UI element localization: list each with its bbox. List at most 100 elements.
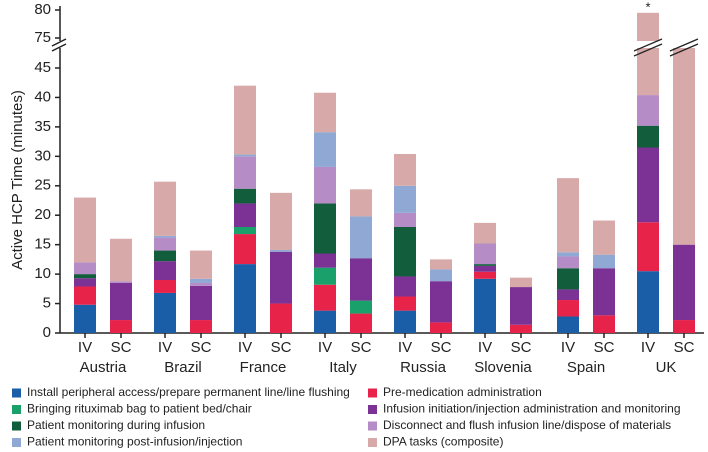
y-tick-label: 5 xyxy=(43,295,51,312)
bar-segment xyxy=(474,265,496,272)
x-tick-label: IV xyxy=(238,339,252,356)
bar-segment xyxy=(234,188,256,204)
bar-segment xyxy=(314,132,336,167)
x-tick-label: SC xyxy=(191,339,212,356)
x-tick-label: IV xyxy=(78,339,92,356)
bar-segment xyxy=(593,220,615,255)
bar-segment xyxy=(190,282,212,286)
bar-segment xyxy=(673,48,695,245)
legend-swatch xyxy=(12,438,21,447)
bar-segment xyxy=(154,250,176,262)
y-tick-label: 0 xyxy=(43,324,51,341)
bar-segment xyxy=(234,156,256,189)
bar-segment xyxy=(154,237,176,251)
legend-swatch xyxy=(368,438,377,447)
legend-label: Pre-medication administration xyxy=(383,385,542,399)
axis-break xyxy=(51,43,67,52)
bar-segment xyxy=(350,216,372,259)
bar-segment xyxy=(110,281,132,283)
legend-label: Patient monitoring post-infusion/injecti… xyxy=(27,435,242,449)
bar-segment xyxy=(190,320,212,333)
group-label: Russia xyxy=(400,359,447,376)
legend-label: Patient monitoring during infusion xyxy=(27,418,205,432)
bar-segment xyxy=(314,284,336,311)
bar-segment xyxy=(394,310,416,333)
y-tick-label: 10 xyxy=(34,265,51,282)
y-tick-label: 45 xyxy=(34,59,51,76)
bar-segment xyxy=(234,234,256,265)
x-tick-label: SC xyxy=(111,339,132,356)
bar-segment xyxy=(557,178,579,253)
bar-segment xyxy=(557,252,579,257)
group-label: Brazil xyxy=(164,359,202,376)
bar-segment xyxy=(474,222,496,244)
x-tick-label: SC xyxy=(511,339,532,356)
bar-segment xyxy=(430,281,452,323)
bar-segment xyxy=(234,203,256,227)
bar-segment xyxy=(314,203,336,254)
bar-segment xyxy=(510,277,532,288)
group-label: Spain xyxy=(567,359,605,376)
x-tick-label: SC xyxy=(271,339,292,356)
bar-break xyxy=(669,38,699,52)
bar-segment xyxy=(430,322,452,333)
x-tick-label: SC xyxy=(431,339,452,356)
bar-segment xyxy=(74,304,96,333)
x-tick-label: IV xyxy=(158,339,172,356)
bar-segment xyxy=(557,316,579,333)
bar-segment xyxy=(234,154,256,157)
bar-segment xyxy=(234,264,256,333)
y-tick-label: 20 xyxy=(34,206,51,223)
bar-segment xyxy=(350,189,372,217)
bar-segment xyxy=(637,271,659,333)
y-axis-label: Active HCP Time (minutes) xyxy=(9,90,26,270)
bar-break xyxy=(669,43,699,57)
bar-segment xyxy=(270,192,292,250)
bar-segment xyxy=(510,287,532,325)
bar-segment xyxy=(637,222,659,272)
legend-label: Install peripheral access/prepare perman… xyxy=(27,385,350,399)
bar-segment xyxy=(314,92,336,133)
axis-break xyxy=(51,38,67,47)
bar-segment xyxy=(74,274,96,279)
bar-segment xyxy=(474,278,496,333)
annotation: * xyxy=(645,0,650,14)
y-tick-label: 80 xyxy=(34,1,51,18)
y-tick-label: 40 xyxy=(34,88,51,105)
legend-swatch xyxy=(368,421,377,431)
legend-swatch xyxy=(12,421,21,431)
bar-segment xyxy=(430,259,452,270)
bar-segment xyxy=(74,262,96,275)
x-tick-label: SC xyxy=(594,339,615,356)
bar-segment xyxy=(557,268,579,290)
bar-segment xyxy=(234,227,256,235)
bar-segment xyxy=(110,282,132,321)
y-tick-label: 25 xyxy=(34,177,51,194)
bar-segment xyxy=(394,185,416,213)
bar-segment xyxy=(474,271,496,279)
bar-segment xyxy=(234,85,256,155)
bar-segment xyxy=(394,276,416,297)
bar-segment xyxy=(314,253,336,268)
bar-segment xyxy=(74,286,96,305)
y-tick-label: 75 xyxy=(34,29,51,46)
x-tick-label: IV xyxy=(398,339,412,356)
x-tick-label: IV xyxy=(318,339,332,356)
x-tick-label: SC xyxy=(674,339,695,356)
bar-segment xyxy=(154,292,176,333)
bar-segment xyxy=(673,244,695,321)
legend-label: Infusion initiation/injection administra… xyxy=(383,402,681,416)
bar-segment xyxy=(110,320,132,333)
bar-segment xyxy=(154,181,176,236)
y-tick-label: 30 xyxy=(34,147,51,164)
bar-segment xyxy=(74,278,96,287)
bar-segment xyxy=(394,153,416,186)
group-label: Slovenia xyxy=(474,359,532,376)
bar-segment xyxy=(394,296,416,311)
bar-segment xyxy=(350,300,372,314)
bar-segment xyxy=(430,269,452,282)
bar-segment xyxy=(593,268,615,316)
legend-label: Disconnect and flush infusion line/dispo… xyxy=(383,418,671,432)
bar-segment xyxy=(154,261,176,280)
